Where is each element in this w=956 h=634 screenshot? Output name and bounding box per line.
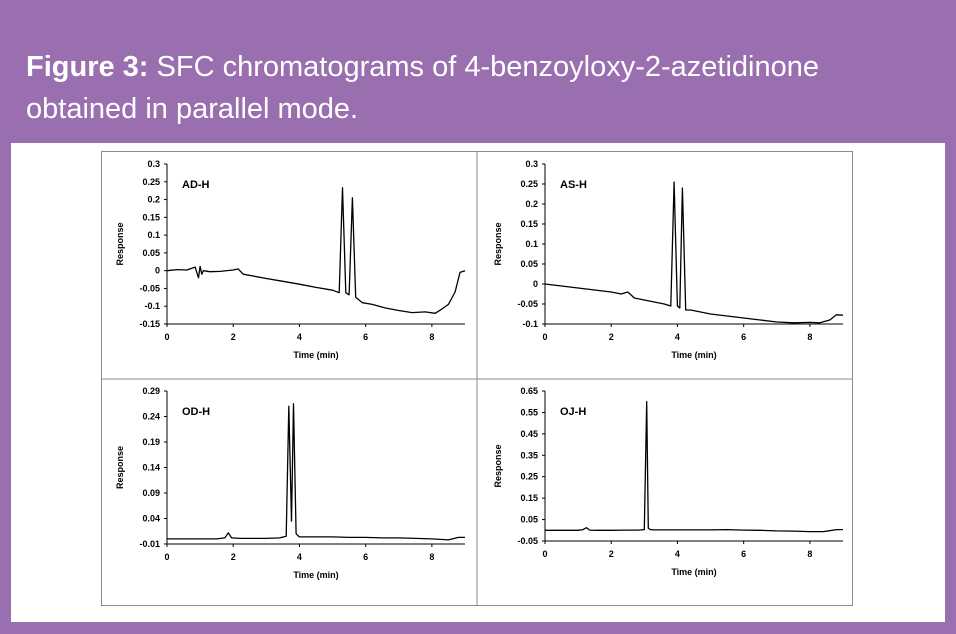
- x-axis-label-ad-h: Time (min): [293, 350, 338, 360]
- y-tick-label-od-h: 0.09: [142, 488, 160, 498]
- x-tick-label-od-h: 6: [363, 552, 368, 562]
- y-tick-label-as-h: 0.05: [520, 259, 538, 269]
- y-tick-label-oj-h: 0.45: [520, 429, 538, 439]
- y-axis-label-ad-h: Response: [115, 222, 125, 265]
- x-axis-label-oj-h: Time (min): [671, 567, 716, 577]
- series-line-od-h: [167, 403, 465, 541]
- x-tick-label-od-h: 2: [231, 552, 236, 562]
- panel-label-ad-h: AD-H: [182, 179, 210, 191]
- panel-label-as-h: AS-H: [560, 179, 587, 191]
- y-tick-label-as-h: -0.05: [517, 299, 538, 309]
- y-tick-label-oj-h: 0.05: [520, 515, 538, 525]
- chart-oj-h: -0.05 0.05 0.15 0.25 0.35 0.45 0.55 0.65 0 2 4 6 8 Ti…: [493, 386, 843, 577]
- y-tick-label-ad-h: 0.05: [142, 248, 160, 258]
- x-tick-label-ad-h: 4: [297, 332, 302, 342]
- figure-label: Figure 3:: [26, 51, 149, 83]
- series-line-as-h: [544, 181, 844, 324]
- y-tick-label-as-h: -0.1: [522, 319, 538, 329]
- y-tick-label-ad-h: 0.1: [147, 230, 160, 240]
- y-tick-label-od-h: 0.29: [142, 386, 160, 396]
- x-tick-label-oj-h: 2: [609, 549, 614, 559]
- x-tick-label-oj-h: 6: [741, 549, 746, 559]
- x-axis-label-od-h: Time (min): [293, 570, 338, 580]
- x-tick-label-ad-h: 8: [429, 332, 434, 342]
- series-line-oj-h: [545, 401, 843, 533]
- y-axis-label-od-h: Response: [115, 446, 125, 489]
- chart-ad-h: -0.15 -0.1 -0.05 0 0.05 0.1 0.15 0.2 0.25 0.3 0 2 4 6…: [115, 159, 466, 360]
- y-tick-label-as-h: 0.1: [525, 239, 538, 249]
- y-tick-label-ad-h: 0.25: [142, 177, 160, 187]
- y-tick-label-oj-h: 0.35: [520, 450, 538, 460]
- x-tick-label-as-h: 6: [741, 332, 746, 342]
- chart-as-h: -0.1 -0.05 0 0.05 0.1 0.15 0.2 0.25 0.3 0 2 4 6 8 Time…: [493, 159, 844, 360]
- y-tick-label-od-h: 0.14: [142, 463, 160, 473]
- panel-label-oj-h: OJ-H: [560, 406, 586, 418]
- x-tick-label-ad-h: 0: [164, 332, 169, 342]
- x-tick-label-as-h: 8: [807, 332, 812, 342]
- y-tick-label-as-h: 0: [533, 279, 538, 289]
- x-tick-label-od-h: 4: [297, 552, 302, 562]
- x-tick-label-as-h: 0: [542, 332, 547, 342]
- y-tick-label-od-h: 0.04: [142, 514, 160, 524]
- y-tick-label-as-h: 0.25: [520, 179, 538, 189]
- series-line-ad-h: [166, 187, 466, 314]
- chromatogram-grid-svg: -0.15 -0.1 -0.05 0 0.05 0.1 0.15 0.2 0.25 0.3 0 2 4 6…: [102, 152, 852, 605]
- x-tick-label-od-h: 0: [164, 552, 169, 562]
- chromatogram-grid: -0.15 -0.1 -0.05 0 0.05 0.1 0.15 0.2 0.25 0.3 0 2 4 6…: [101, 151, 853, 606]
- y-axis-label-oj-h: Response: [493, 444, 503, 487]
- x-tick-label-as-h: 4: [675, 332, 680, 342]
- x-tick-label-oj-h: 8: [807, 549, 812, 559]
- x-axis-label-as-h: Time (min): [671, 350, 716, 360]
- y-tick-label-ad-h: 0.15: [142, 212, 160, 222]
- y-axis-label-as-h: Response: [493, 222, 503, 265]
- y-tick-label-ad-h: -0.05: [139, 283, 160, 293]
- y-tick-label-ad-h: 0: [155, 266, 160, 276]
- figure-caption: Figure 3: SFC chromatograms of 4-benzoyl…: [26, 46, 936, 130]
- y-tick-label-od-h: 0.24: [142, 412, 160, 422]
- y-tick-label-ad-h: 0.2: [147, 195, 160, 205]
- y-tick-label-ad-h: 0.3: [147, 159, 160, 169]
- figure-caption-text: SFC chromatograms of 4-benzoyloxy-2-azet…: [26, 51, 819, 125]
- y-tick-label-od-h: -0.01: [139, 539, 160, 549]
- y-tick-label-as-h: 0.2: [525, 199, 538, 209]
- y-tick-label-oj-h: 0.55: [520, 407, 538, 417]
- x-tick-label-oj-h: 4: [675, 549, 680, 559]
- y-tick-label-oj-h: 0.15: [520, 493, 538, 503]
- y-tick-label-oj-h: -0.05: [517, 536, 538, 546]
- x-tick-label-ad-h: 2: [231, 332, 236, 342]
- x-tick-label-ad-h: 6: [363, 332, 368, 342]
- y-tick-label-as-h: 0.15: [520, 219, 538, 229]
- x-tick-label-oj-h: 0: [542, 549, 547, 559]
- y-tick-label-oj-h: 0.25: [520, 472, 538, 482]
- y-tick-label-ad-h: -0.1: [144, 301, 160, 311]
- y-tick-label-as-h: 0.3: [525, 159, 538, 169]
- y-tick-label-ad-h: -0.15: [139, 319, 160, 329]
- y-tick-label-oj-h: 0.65: [520, 386, 538, 396]
- y-tick-label-od-h: 0.19: [142, 437, 160, 447]
- x-tick-label-od-h: 8: [429, 552, 434, 562]
- chart-od-h: -0.01 0.04 0.09 0.14 0.19 0.24 0.29 0 2 4 6 8 Time (…: [115, 386, 465, 580]
- x-tick-label-as-h: 2: [609, 332, 614, 342]
- panel-label-od-h: OD-H: [182, 406, 210, 418]
